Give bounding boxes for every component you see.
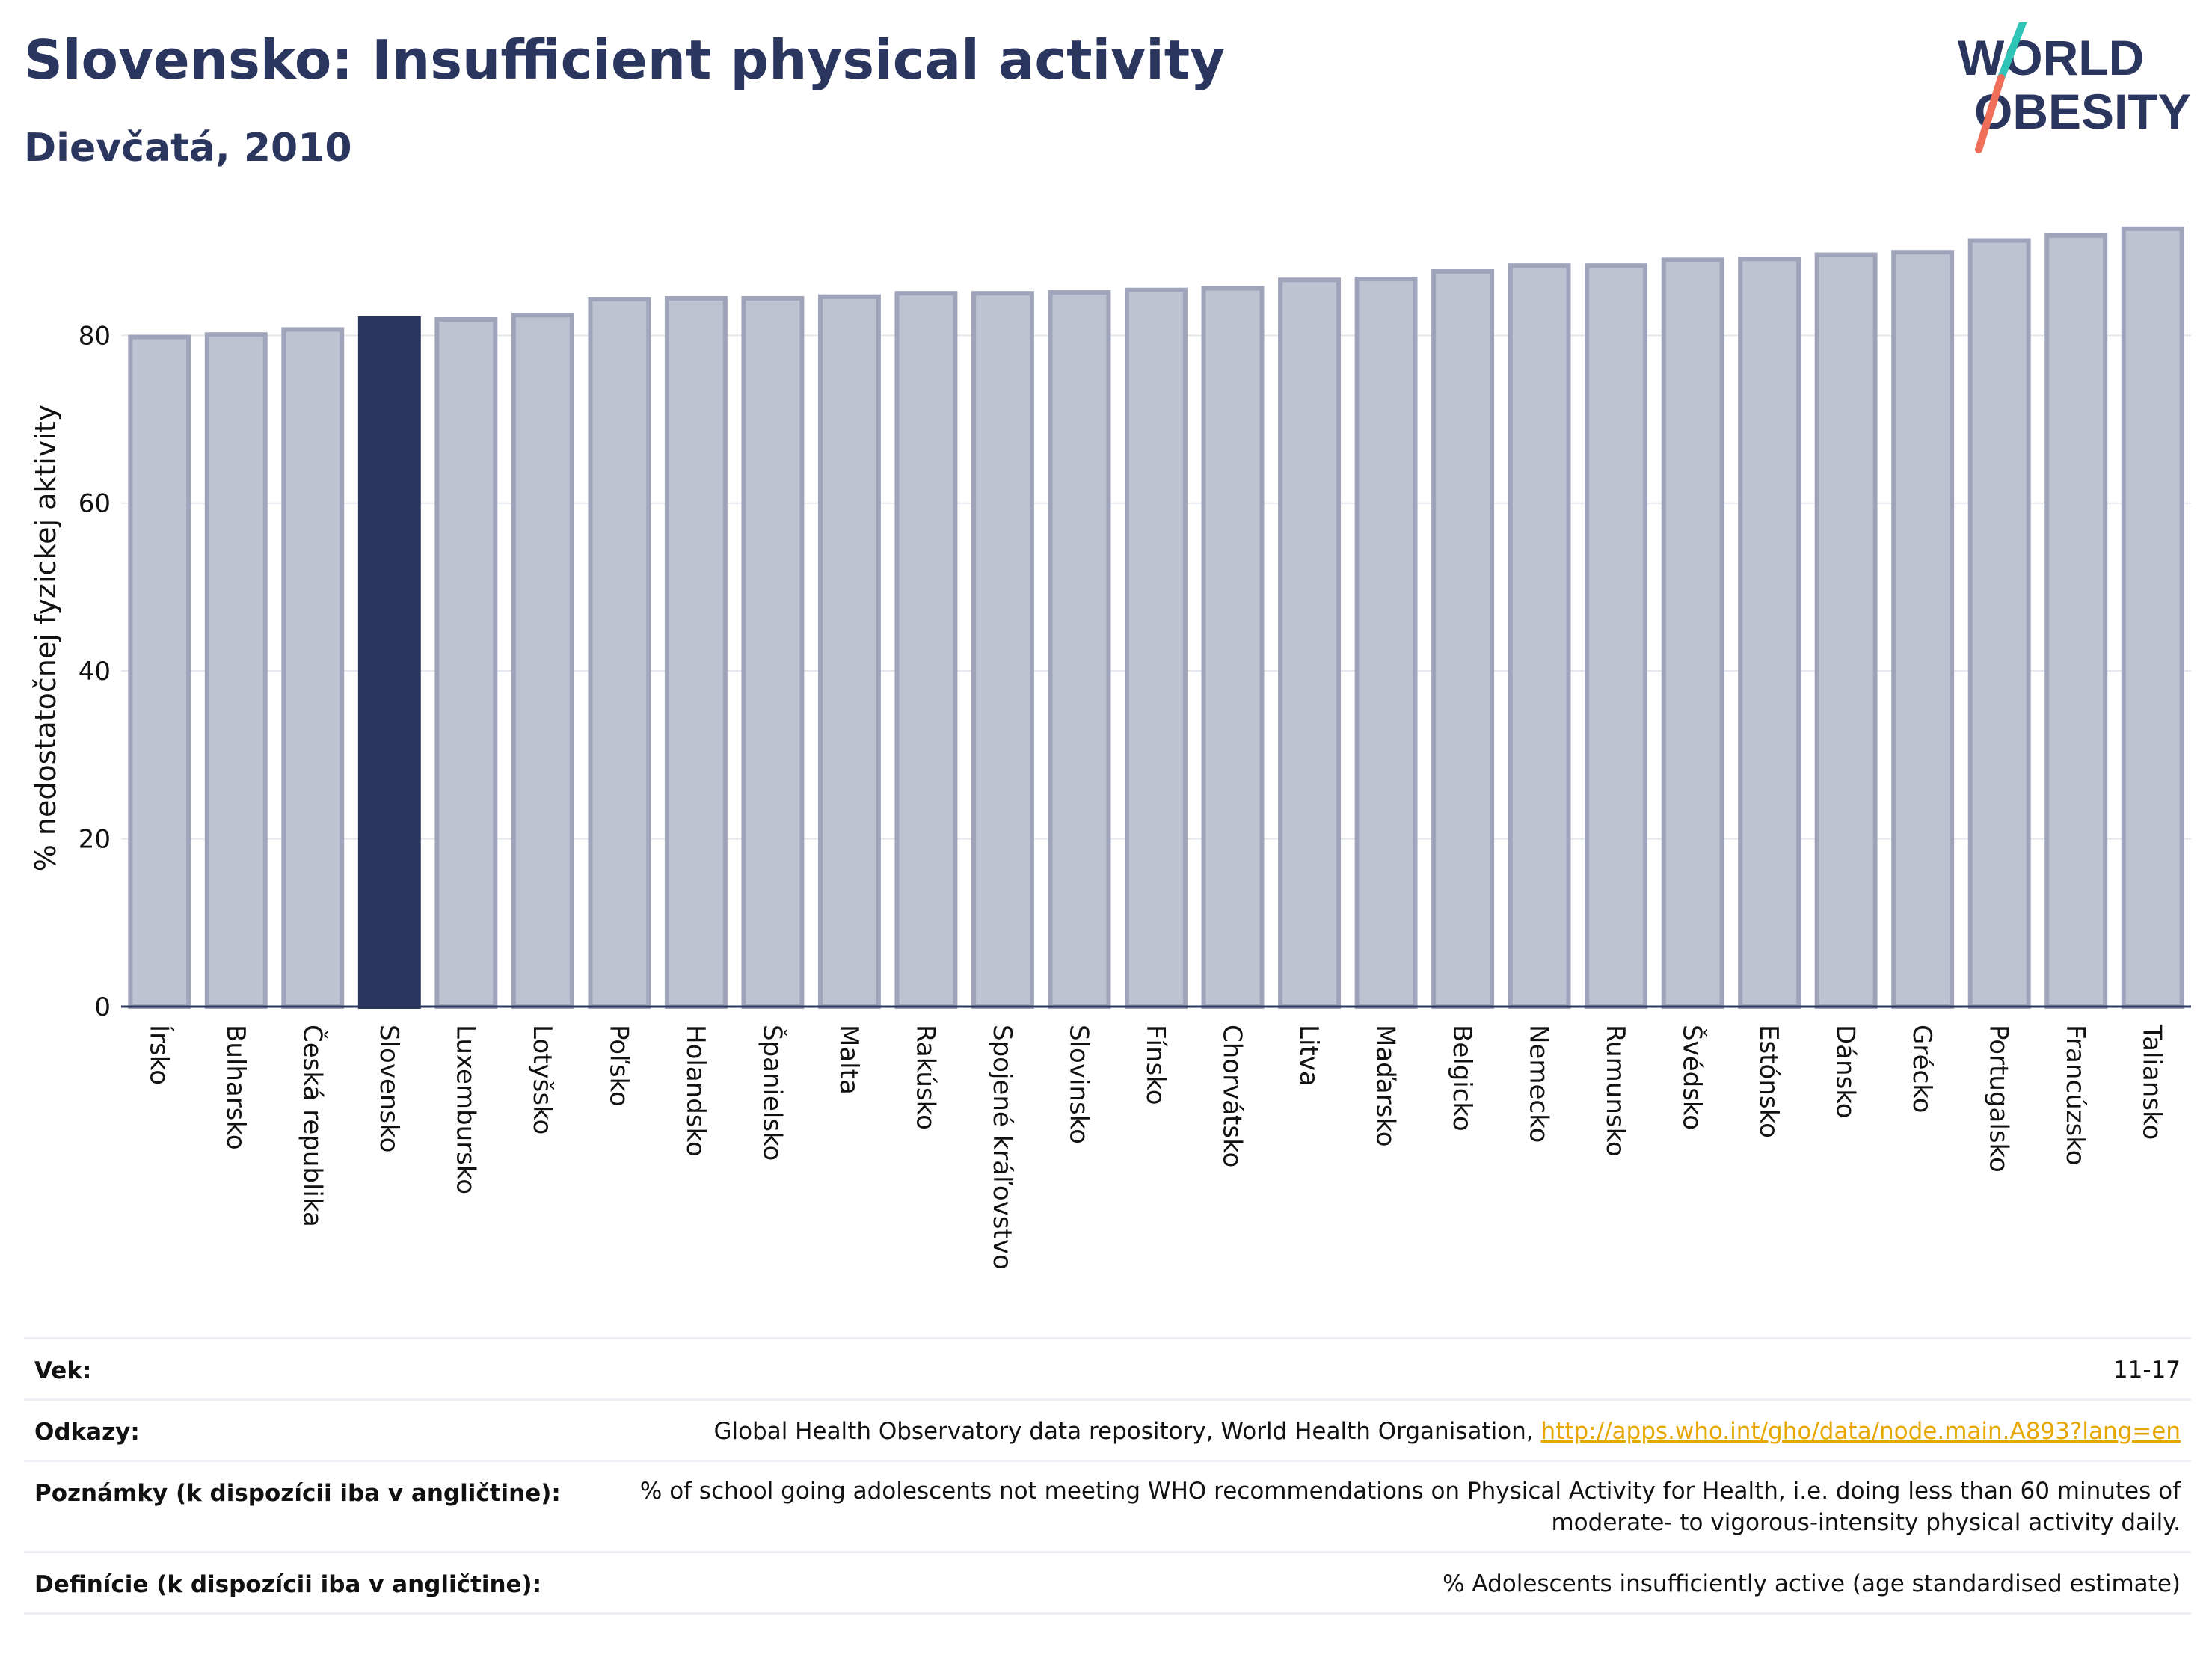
bar-6: [588, 297, 651, 1010]
bar-22: [1814, 252, 1878, 1009]
logo-slash-coral: [1975, 74, 2005, 153]
x-tick-label: Slovinsko: [1063, 1025, 1093, 1144]
bar-16: [1354, 277, 1418, 1009]
bar-25: [2044, 233, 2108, 1009]
x-tick-label: Holandsko: [681, 1025, 710, 1157]
x-tick-label: Španielsko: [757, 1025, 787, 1161]
x-tick-label: Poľsko: [603, 1025, 633, 1107]
bar-23: [1891, 250, 1955, 1009]
y-axis-title: % nedostatočnej fyzickej aktivity: [29, 405, 62, 872]
bar-18: [1508, 263, 1571, 1010]
x-tick-label: Spojené kráľovstvo: [987, 1025, 1017, 1270]
info-label-age: Vek:: [34, 1357, 92, 1384]
info-value-definitions: % Adolescents insufficiently active (age…: [1443, 1570, 2181, 1597]
page-subtitle: Dievčatá, 2010: [24, 126, 352, 171]
bar-8: [741, 295, 805, 1009]
bar-21: [1738, 257, 1801, 1009]
bar-11: [971, 291, 1034, 1010]
world-obesity-logo: WORLD OBESITY: [1958, 22, 2191, 153]
info-label-references: Odkazy:: [34, 1419, 140, 1446]
y-tick-label: 0: [94, 992, 111, 1022]
info-label-notes: Poznámky (k dispozícii iba v angličtine)…: [34, 1480, 561, 1507]
x-tick-label: Luxembursko: [450, 1025, 480, 1194]
bar-7: [664, 295, 728, 1009]
bar-2: [281, 327, 345, 1009]
bar-14: [1201, 286, 1265, 1009]
bar-24: [1967, 238, 2031, 1009]
bar-9: [817, 294, 881, 1009]
x-tick-label: Litva: [1294, 1025, 1324, 1087]
info-value-notes: % of school going adolescents not meetin…: [639, 1478, 2181, 1536]
x-tick-label: Chorvátsko: [1217, 1025, 1247, 1167]
bar-15: [1278, 277, 1341, 1009]
info-row-notes: Poznámky (k dispozícii iba v angličtine)…: [24, 1460, 2191, 1553]
x-tick-label: Rakúsko: [910, 1025, 940, 1130]
x-tick-label: Česká republika: [297, 1025, 328, 1227]
x-tick-label: Taliansko: [2137, 1024, 2167, 1140]
info-row-definitions: Definície (k dispozícii iba v angličtine…: [24, 1551, 2191, 1615]
x-tick-label: Dánsko: [1831, 1025, 1861, 1119]
bars: [128, 226, 2184, 1010]
bar-4: [434, 316, 498, 1009]
bar-26: [2121, 226, 2184, 1009]
bar-3: [357, 316, 421, 1010]
x-tick-label: Estónsko: [1754, 1025, 1784, 1138]
y-tick-label: 60: [79, 489, 111, 519]
bar-10: [894, 291, 958, 1010]
bar-12: [1048, 290, 1111, 1009]
bar-19: [1585, 263, 1648, 1010]
x-tick-label: Nemecko: [1524, 1025, 1554, 1143]
x-tick-label: Malta: [834, 1025, 864, 1095]
info-label-definitions: Definície (k dispozícii iba v angličtine…: [34, 1571, 542, 1598]
x-tick-label: Slovensko: [374, 1025, 404, 1152]
tick-labels: 0 20 40 60 80 % nedostatočnej fyzickej aktivi…: [29, 321, 2167, 1269]
x-tick-label: Portugalsko: [1984, 1025, 2014, 1173]
info-bottom-border: [24, 1612, 2191, 1615]
x-tick-label: Švédsko: [1677, 1025, 1708, 1130]
x-tick-label: Grécko: [1907, 1025, 1937, 1113]
info-value-references: Global Health Observatory data repositor…: [713, 1416, 2181, 1447]
x-tick-label: Belgicko: [1447, 1025, 1477, 1132]
bar-20: [1661, 257, 1724, 1010]
y-tick-label: 80: [79, 321, 111, 351]
page-title: Slovensko: Insufficient physical activit…: [24, 28, 1226, 91]
logo-word-obesity: OBESITY: [1974, 84, 2191, 139]
bar-17: [1431, 269, 1495, 1010]
logo-word-world: WORLD: [1958, 30, 2144, 85]
bar-0: [128, 334, 191, 1009]
x-tick-label: Maďarsko: [1371, 1025, 1401, 1147]
info-value-age: 11-17: [2113, 1357, 2181, 1384]
references-link[interactable]: http://apps.who.int/gho/data/node.main.A…: [1540, 1418, 2181, 1445]
bar-5: [511, 313, 574, 1009]
x-tick-label: Bulharsko: [221, 1025, 251, 1150]
y-tick-label: 20: [79, 825, 111, 855]
x-tick-label: Francúzsko: [2060, 1025, 2090, 1166]
x-tick-label: Fínsko: [1140, 1025, 1170, 1105]
y-tick-label: 40: [79, 657, 111, 687]
info-row-age: Vek: 11-17: [24, 1337, 2191, 1401]
logo-slash-teal: [1997, 22, 2027, 82]
bar-chart: 0 20 40 60 80 % nedostatočnej fyzickej aktivi…: [29, 226, 2191, 1270]
bar-13: [1125, 287, 1188, 1009]
bar-1: [204, 332, 268, 1010]
x-tick-label: Írsko: [144, 1025, 174, 1085]
x-tick-label: Lotyšsko: [527, 1025, 557, 1134]
references-text: Global Health Observatory data repositor…: [713, 1418, 1541, 1445]
info-row-references: Odkazy: Global Health Observatory data r…: [24, 1398, 2191, 1462]
x-tick-label: Rumunsko: [1600, 1025, 1630, 1157]
